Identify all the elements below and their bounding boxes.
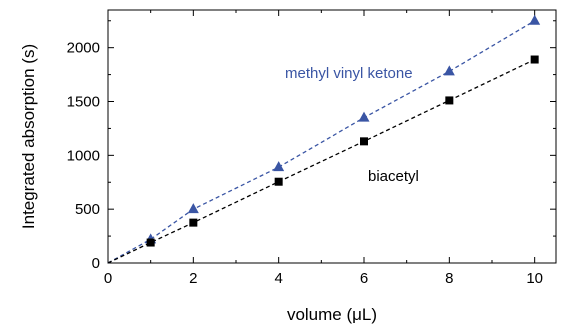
square-marker <box>530 55 539 64</box>
axes: 0 2 4 6 8 10 0 500 1000 1500 2000 <box>67 9 557 287</box>
square-marker <box>189 218 198 227</box>
square-marker <box>360 137 368 146</box>
x-tick-label: 8 <box>445 270 453 287</box>
x-tick-label: 4 <box>274 270 282 287</box>
series-label-methyl-vinyl-ketone: methyl vinyl ketone <box>285 65 413 82</box>
y-tick-label: 1000 <box>67 147 100 164</box>
x-axis-title: volume (μL) <box>287 305 377 324</box>
x-tick-label: 2 <box>189 270 197 287</box>
triangle-marker <box>443 65 455 76</box>
series-label-biacetyl: biacetyl <box>368 168 419 185</box>
data-markers <box>145 14 541 247</box>
triangle-marker <box>529 14 541 25</box>
x-tick-label: 6 <box>360 270 368 287</box>
triangle-marker <box>273 161 285 172</box>
triangle-marker <box>187 203 199 214</box>
y-tick-label: 0 <box>92 255 100 272</box>
x-tick-label: 0 <box>104 270 112 287</box>
x-tick-label: 10 <box>526 270 543 287</box>
square-marker <box>445 96 454 105</box>
labels: methyl vinyl ketone biacetyl volume (μL)… <box>19 44 419 324</box>
series-line-1 <box>107 58 535 264</box>
y-tick-label: 1500 <box>67 94 100 111</box>
y-tick-label: 500 <box>75 201 100 218</box>
series-line-0 <box>107 20 535 264</box>
y-tick-label: 2000 <box>67 40 100 57</box>
square-marker <box>274 177 283 186</box>
triangle-marker <box>358 111 370 122</box>
y-axis-title: Integrated absorption (s) <box>19 44 38 229</box>
fit-lines <box>107 20 535 264</box>
square-marker <box>146 238 155 247</box>
plot-frame <box>107 9 557 264</box>
